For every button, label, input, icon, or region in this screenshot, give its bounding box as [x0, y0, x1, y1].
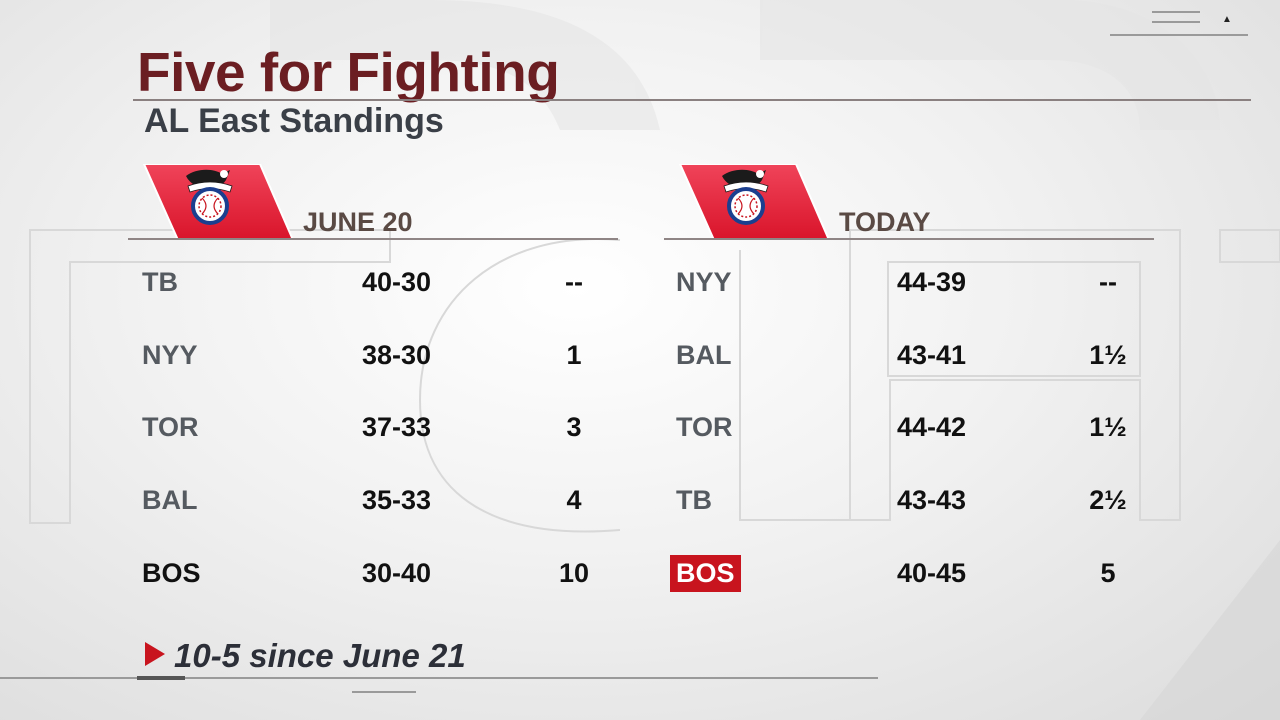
bottom-divider: [0, 677, 878, 679]
games-back: --: [1099, 267, 1117, 297]
team-record: 37-33: [362, 412, 432, 442]
games-back: 10: [558, 558, 590, 588]
standings-row: TOR 37-33 3: [128, 407, 618, 447]
panel-divider: [128, 238, 618, 240]
team-abbr: TB: [142, 267, 178, 297]
team-record: 43-41: [897, 340, 967, 370]
standings-row: TOR 44-42 1½: [664, 407, 1154, 447]
standings-row: NYY 44-39 --: [664, 262, 1154, 302]
team-abbr: BOS: [142, 558, 201, 588]
team-record: 44-42: [897, 412, 967, 442]
bottom-divider-accent: [137, 676, 185, 680]
team-record: 38-30: [362, 340, 432, 370]
standings-row: BOS 30-40 10: [128, 553, 618, 593]
games-back: 1½: [1089, 340, 1127, 370]
team-abbr: NYY: [676, 267, 732, 297]
games-back: 4: [566, 485, 582, 515]
american-league-banner: [678, 164, 829, 240]
american-league-banner: [142, 164, 293, 240]
standings-panel-june-20: JUNE 20 TB 40-30 -- NYY 38-30 1 TOR 37-3…: [128, 160, 618, 600]
play-arrow-icon: [145, 642, 165, 666]
panel-divider: [664, 238, 1154, 240]
page-subtitle: AL East Standings: [144, 102, 444, 140]
team-abbr-highlighted: BOS: [670, 555, 741, 592]
page-title: Five for Fighting: [137, 41, 560, 103]
footnote-text: 10-5 since June 21: [174, 637, 466, 674]
bottom-divider-short: [352, 691, 416, 693]
standings-row: TB 43-43 2½: [664, 480, 1154, 520]
team-abbr: NYY: [142, 340, 198, 370]
american-league-logo-icon: [722, 169, 769, 225]
team-abbr: TB: [676, 485, 712, 515]
games-back: 1½: [1089, 412, 1127, 442]
standings-row: NYY 38-30 1: [128, 335, 618, 375]
games-back: 1: [566, 340, 582, 370]
team-abbr: TOR: [142, 412, 199, 442]
title-divider: [133, 99, 1251, 101]
corner-wedge-decoration: [1140, 540, 1280, 720]
games-back: 2½: [1089, 485, 1127, 515]
standings-row: BAL 43-41 1½: [664, 335, 1154, 375]
team-record: 35-33: [362, 485, 432, 515]
team-record: 40-30: [362, 267, 432, 297]
team-record: 44-39: [897, 267, 967, 297]
team-record: 43-43: [897, 485, 967, 515]
date-label: TODAY: [839, 207, 931, 237]
games-back: 3: [566, 412, 582, 442]
standings-panel-today: TODAY NYY 44-39 -- BAL 43-41 1½ TOR 44-4…: [664, 160, 1154, 600]
date-label: JUNE 20: [303, 207, 413, 237]
team-abbr: BAL: [142, 485, 198, 515]
games-back: 5: [1100, 558, 1116, 588]
american-league-logo-icon: [186, 169, 233, 225]
standings-row: BOS 40-45 5: [664, 553, 1154, 593]
corner-decoration: ▲: [1110, 8, 1250, 38]
games-back: --: [565, 267, 583, 297]
team-abbr: TOR: [676, 412, 733, 442]
team-abbr: BAL: [676, 340, 732, 370]
team-record: 30-40: [362, 558, 432, 588]
team-record: 40-45: [897, 558, 967, 588]
standings-row: TB 40-30 --: [128, 262, 618, 302]
standings-row: BAL 35-33 4: [128, 480, 618, 520]
caret-up-icon: ▲: [1222, 14, 1232, 25]
